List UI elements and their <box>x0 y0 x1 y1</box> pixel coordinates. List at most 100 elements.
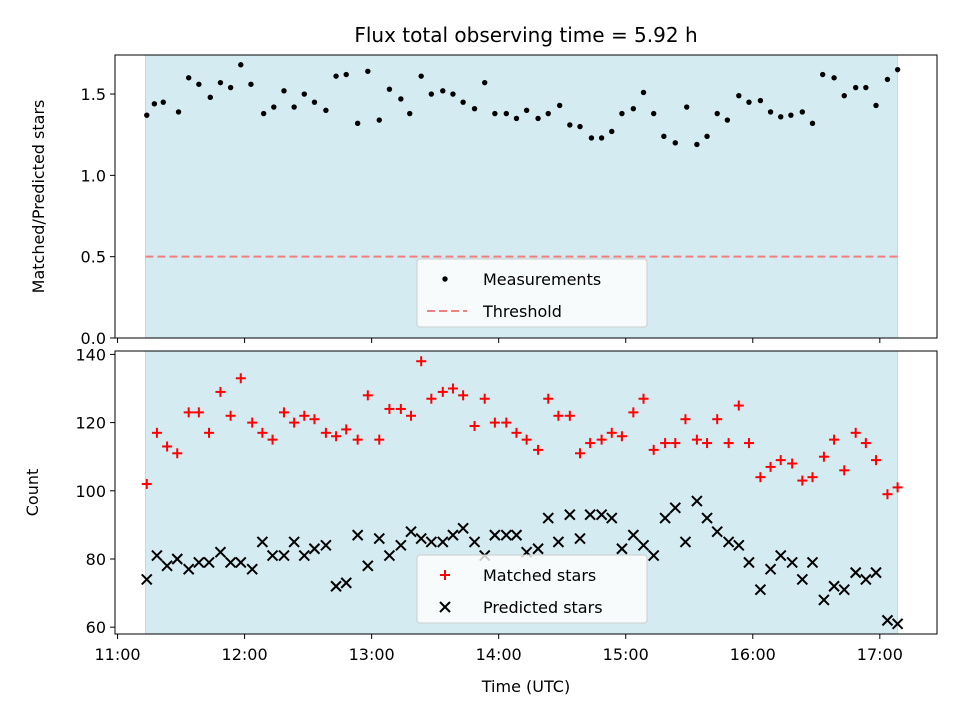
predicted-stars-point <box>881 614 894 627</box>
predicted-stars-point <box>437 536 449 548</box>
matched-stars-point <box>257 427 268 438</box>
measurements-point <box>884 76 891 83</box>
matched-stars-point <box>553 410 564 421</box>
ratio-axes-frame <box>114 54 938 339</box>
ratio-panel: 0.0 0.5 1.0 1.5 Matched/Predicted stars Mea… <box>29 54 938 348</box>
measurements-point <box>714 110 720 117</box>
matched-stars-point <box>489 417 500 428</box>
matched-stars-point <box>521 434 532 445</box>
legend-marker-matched-stars <box>440 570 450 580</box>
x-tick-label: 16:00 <box>730 645 776 664</box>
matched-stars-point <box>787 458 798 469</box>
predicted-stars-point <box>552 536 565 548</box>
predicted-stars-point <box>330 580 342 592</box>
measurements-point <box>819 71 826 78</box>
legend-marker-swatch <box>439 601 451 613</box>
matched-stars-point <box>723 438 734 449</box>
measurements-point <box>640 89 647 96</box>
measurements-point <box>492 110 498 117</box>
predicted-stars-point <box>489 529 501 541</box>
matched-stars-point <box>860 438 871 449</box>
predicted-stars-point <box>818 594 830 606</box>
predicted-stars-point <box>457 522 469 535</box>
predicted-stars-point <box>764 563 777 575</box>
count-y-tick-label: 80 <box>86 550 106 569</box>
ratio-y-tick-label: 1.5 <box>81 85 106 104</box>
predicted-stars-point <box>532 543 544 555</box>
matched-stars-point <box>585 438 596 449</box>
matched-stars-point <box>458 390 469 401</box>
measurements-point <box>238 62 244 68</box>
matched-stars-point <box>183 407 194 418</box>
count-axes-frame <box>114 350 938 635</box>
measurements-point <box>260 110 267 117</box>
matched-stars-point <box>543 393 554 404</box>
predicted-stars-point <box>395 539 407 552</box>
predicted-stars-point <box>288 536 300 548</box>
measurements-point <box>196 81 202 87</box>
matched-stars-point <box>172 448 183 459</box>
predicted-stars-point <box>182 563 195 575</box>
x-tick-label: 13:00 <box>349 645 395 664</box>
matched-stars-point <box>406 410 417 421</box>
legend-marker-measurements <box>442 276 448 282</box>
matched-stars-point <box>479 393 490 404</box>
measurements-point <box>160 99 166 105</box>
predicted-stars-point <box>415 532 427 545</box>
count-y-tick-label: 100 <box>75 482 106 501</box>
ratio-y-tick-label: 0.0 <box>81 329 106 348</box>
predicted-stars-point <box>362 560 374 572</box>
matched-stars-point <box>225 410 236 421</box>
predicted-stars-point <box>679 536 692 548</box>
predicted-stars-point <box>510 529 523 541</box>
predicted-stars-point <box>320 539 332 552</box>
predicted-stars-point <box>637 539 650 552</box>
measurements-point <box>757 97 764 104</box>
matched-stars-point <box>606 427 617 438</box>
predicted-stars-point <box>627 529 640 541</box>
matched-stars-point <box>755 472 766 483</box>
matched-stars-point <box>416 356 427 367</box>
measurements-point <box>376 117 382 123</box>
predicted-stars-point <box>425 536 438 548</box>
matched-stars-point <box>648 444 659 455</box>
predicted-stars-point <box>849 566 862 579</box>
predicted-stars-point <box>383 549 396 562</box>
predicted-stars-point <box>838 583 850 596</box>
matched-stars-point <box>162 441 173 452</box>
measurements-point <box>428 91 435 97</box>
matched-stars-point <box>278 407 289 418</box>
measurements-point <box>217 79 224 86</box>
ratio-y-axis-label: Matched/Predicted stars <box>29 100 48 294</box>
matched-stars-point <box>247 417 258 428</box>
predicted-stars-point <box>616 543 628 555</box>
predicted-stars-point <box>214 546 227 558</box>
measurements-point <box>513 115 520 122</box>
measurements-point <box>672 140 678 146</box>
legend-label-measurements: Measurements <box>483 270 601 289</box>
predicted-stars-point <box>256 536 269 548</box>
measurements-point <box>567 122 573 128</box>
count-y-axis-label: Count <box>23 469 42 517</box>
predicted-stars-point <box>733 539 745 552</box>
matched-stars-point <box>215 386 226 397</box>
measurements-point <box>207 94 213 100</box>
predicted-stars-point <box>691 495 703 507</box>
measurements-point <box>227 84 234 91</box>
measurements-point <box>301 91 308 97</box>
matched-stars-point <box>616 431 627 442</box>
matched-stars-point <box>670 438 681 449</box>
measurements-point <box>503 110 510 117</box>
legend-marker-swatch <box>442 276 448 282</box>
matched-stars-point <box>193 407 204 418</box>
count-legend: Matched stars Predicted stars <box>416 554 648 624</box>
measurements-point <box>577 123 583 130</box>
matched-stars-point <box>839 465 850 476</box>
count-y-tick-label: 120 <box>75 414 106 433</box>
measurements-point <box>175 109 182 115</box>
measurements-point <box>354 120 361 127</box>
matched-stars-point <box>628 407 639 418</box>
measurements-point <box>450 91 456 97</box>
predicted-stars-point <box>405 526 417 538</box>
measurements-point <box>809 120 816 127</box>
